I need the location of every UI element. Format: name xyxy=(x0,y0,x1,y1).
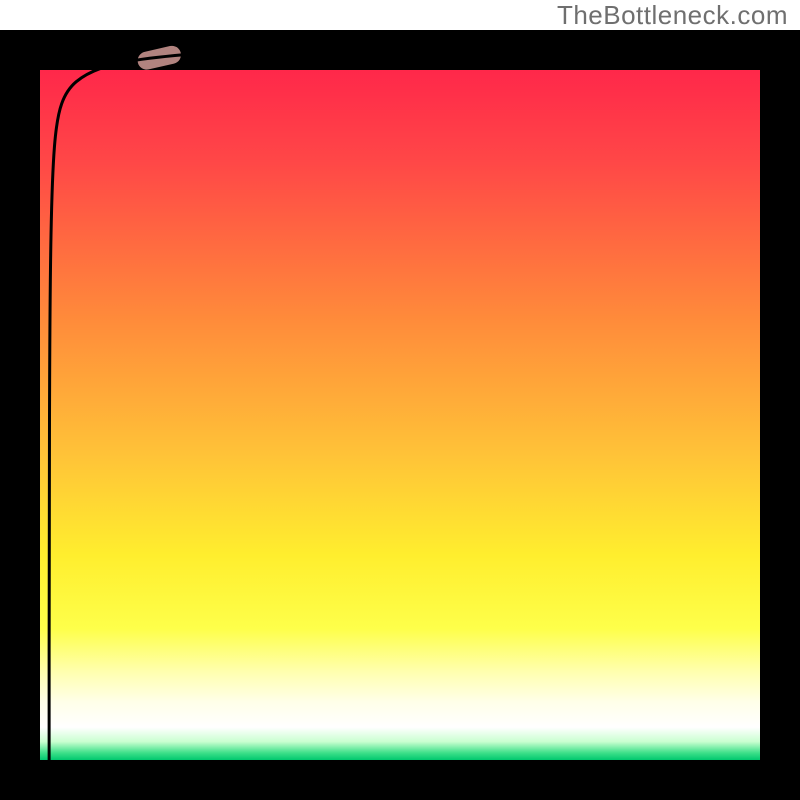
chart-container: TheBottleneck.com xyxy=(0,0,800,800)
gradient-background xyxy=(40,30,800,760)
chart-svg xyxy=(0,0,800,800)
